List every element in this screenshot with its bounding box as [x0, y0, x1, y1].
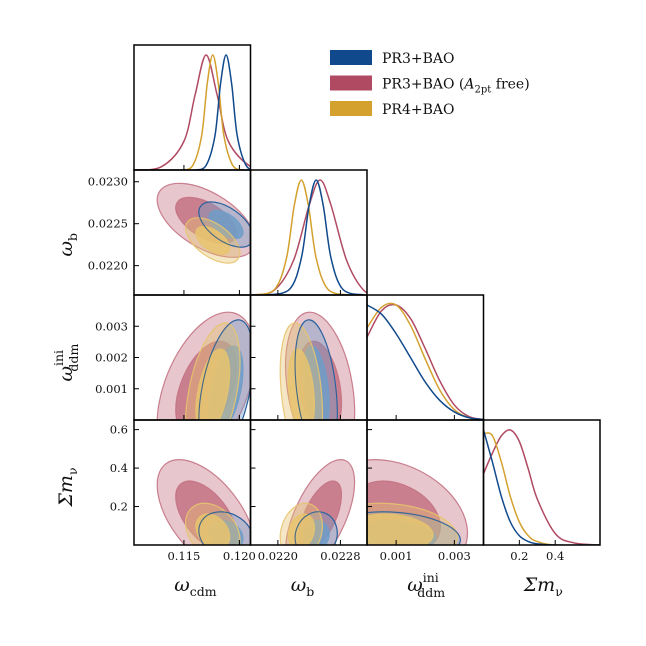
legend-swatch-0 — [330, 50, 372, 65]
marginal-curve-1-3 — [483, 429, 600, 545]
marginal-curve-2-1 — [254, 179, 349, 295]
x-tick-label-0-1: 0.120 — [223, 549, 256, 563]
x-tick-label-3-0: 0.2 — [510, 549, 528, 563]
contour-layer — [156, 182, 469, 545]
legend-label-1: PR3+BAO (A2pt free) — [382, 77, 530, 96]
x-tick-label-1-0: 0.0220 — [258, 549, 298, 563]
marginal-curve-2-3 — [483, 432, 600, 545]
x-axis-label-1: ωb — [291, 574, 315, 599]
marginal-curve-1-0 — [134, 54, 251, 170]
contour-panel-3-0 — [156, 459, 251, 545]
contour-panel-2-0 — [156, 311, 251, 420]
marginal-curve-0-2 — [367, 304, 484, 420]
marginal-curve-1-1 — [250, 179, 367, 295]
y-tick-label-3-1: 0.4 — [110, 461, 128, 475]
x-tick-label-0-0: 0.115 — [167, 549, 200, 563]
y-tick-label-2-0: 0.001 — [95, 382, 128, 396]
marginal-curve-2-0 — [181, 54, 245, 170]
marginal-panel-1 — [250, 179, 367, 295]
contour-panel-1-0 — [156, 182, 251, 264]
y-axis-label-1: ωb — [55, 233, 80, 257]
y-tick-label-1-1: 0.0225 — [88, 217, 128, 231]
axis-label-layer: ωcdm ωb ωini ddm Σmν ωb ωiniddm Σmν — [51, 233, 563, 600]
marginal-panel-2 — [367, 302, 484, 420]
contour-outline-0-3-2 — [367, 511, 461, 545]
y-tick-label-1-2: 0.0230 — [88, 175, 128, 189]
y-tick-label-3-2: 0.6 — [110, 423, 128, 437]
y-axis-label-2: ωiniddm — [51, 344, 81, 382]
legend-label-2: PR4+BAO — [382, 102, 454, 118]
legend-swatch-1 — [330, 75, 372, 91]
x-tick-label-2-0: 0.001 — [380, 549, 413, 563]
y-tick-label-2-1: 0.002 — [95, 351, 128, 365]
legend-swatch-2 — [330, 101, 372, 116]
contour-68-2-2-0 — [195, 348, 231, 420]
marginal-curve-0-0 — [194, 54, 251, 170]
tick-layer: 0.115 0.120 0.0220 0.0228 0.001 0.003 0.2 0.40.… — [88, 165, 564, 563]
contour-outline-0-3-1 — [294, 511, 338, 545]
marginal-curve-1-2 — [367, 303, 484, 420]
contour-68-2-3-2 — [367, 513, 434, 545]
contour-outline-0-2-1 — [294, 319, 338, 420]
marginal-curve-2-2 — [367, 302, 484, 420]
contour-outline-0-2-0 — [198, 319, 251, 420]
y-axis-label-3: Σmν — [55, 467, 80, 507]
panel-frame-3-3 — [482, 419, 601, 546]
x-tick-label-3-1: 0.4 — [546, 549, 564, 563]
x-axis-label-2: ωini ddm — [407, 570, 445, 600]
contour-68-2-1-0 — [195, 225, 231, 256]
contour-panel-2-1 — [279, 311, 356, 420]
marginal-curve-0-1 — [265, 179, 365, 295]
legend-label-0: PR3+BAO — [382, 51, 454, 67]
y-tick-label-1-0: 0.0220 — [88, 259, 128, 273]
x-axis-label-3: Σmν — [523, 574, 563, 599]
marginal-panel-3 — [483, 429, 600, 545]
marginal-curve-0-3 — [483, 429, 600, 545]
x-tick-label-1-1: 0.0228 — [320, 549, 360, 563]
x-axis-label-0: ωcdm — [174, 574, 217, 599]
y-tick-label-3-0: 0.2 — [110, 500, 128, 514]
y-tick-label-2-2: 0.003 — [95, 319, 128, 333]
contour-outline-0-3-0 — [198, 511, 251, 545]
x-tick-label-2-1: 0.003 — [438, 549, 471, 563]
panel-frame-1-1 — [249, 169, 368, 296]
legend: PR3+BAO PR3+BAO (A2pt free) PR4+BAO — [330, 50, 530, 118]
contour-outline-0-1-0 — [198, 201, 251, 248]
marginal-panel-0 — [134, 54, 251, 170]
